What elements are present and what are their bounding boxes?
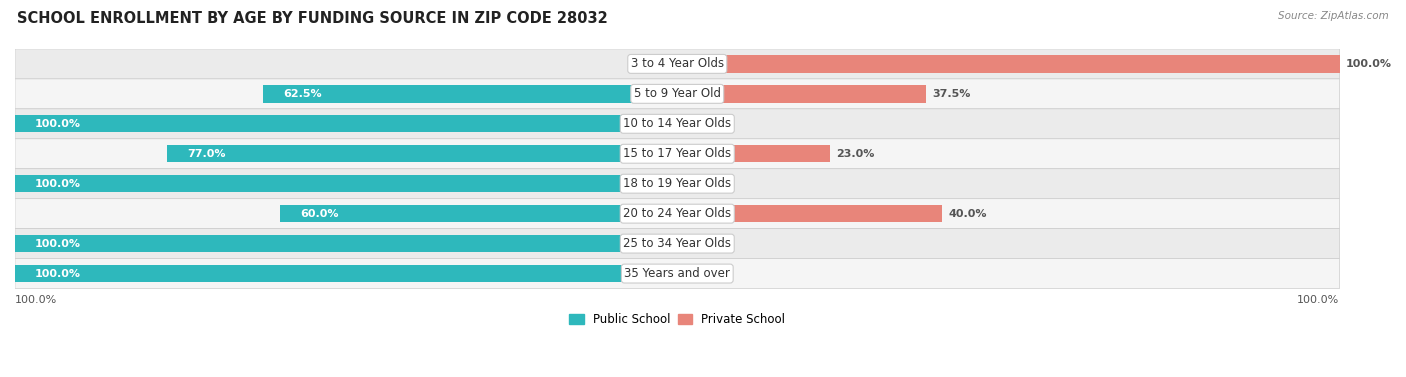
Bar <box>167 145 678 162</box>
Text: Source: ZipAtlas.com: Source: ZipAtlas.com <box>1278 11 1389 21</box>
FancyBboxPatch shape <box>15 259 1340 288</box>
Text: 0.0%: 0.0% <box>690 239 721 248</box>
Text: 20 to 24 Year Olds: 20 to 24 Year Olds <box>623 207 731 220</box>
Text: 0.0%: 0.0% <box>690 119 721 129</box>
Text: 60.0%: 60.0% <box>299 208 339 219</box>
Text: 0.0%: 0.0% <box>690 268 721 279</box>
Text: 100.0%: 100.0% <box>35 239 82 248</box>
Text: 100.0%: 100.0% <box>1298 294 1340 305</box>
Text: 40.0%: 40.0% <box>949 208 987 219</box>
Text: SCHOOL ENROLLMENT BY AGE BY FUNDING SOURCE IN ZIP CODE 28032: SCHOOL ENROLLMENT BY AGE BY FUNDING SOUR… <box>17 11 607 26</box>
Text: 3 to 4 Year Olds: 3 to 4 Year Olds <box>631 57 724 70</box>
FancyBboxPatch shape <box>15 109 1340 139</box>
Text: 18 to 19 Year Olds: 18 to 19 Year Olds <box>623 177 731 190</box>
Text: 10 to 14 Year Olds: 10 to 14 Year Olds <box>623 117 731 130</box>
Bar <box>678 85 925 103</box>
Bar <box>15 115 678 132</box>
Text: 100.0%: 100.0% <box>15 294 58 305</box>
Text: 0.0%: 0.0% <box>690 179 721 189</box>
Bar <box>15 265 678 282</box>
Text: 35 Years and over: 35 Years and over <box>624 267 730 280</box>
Text: 100.0%: 100.0% <box>1346 59 1392 69</box>
Text: 23.0%: 23.0% <box>837 149 875 159</box>
Bar <box>15 235 678 252</box>
Text: 100.0%: 100.0% <box>35 268 82 279</box>
FancyBboxPatch shape <box>15 139 1340 169</box>
Bar <box>263 85 678 103</box>
Text: 100.0%: 100.0% <box>35 179 82 189</box>
Text: 37.5%: 37.5% <box>932 89 970 99</box>
Bar <box>678 55 1340 73</box>
FancyBboxPatch shape <box>15 228 1340 259</box>
Text: 77.0%: 77.0% <box>187 149 226 159</box>
Bar <box>15 175 678 192</box>
Text: 100.0%: 100.0% <box>35 119 82 129</box>
Text: 5 to 9 Year Old: 5 to 9 Year Old <box>634 87 721 100</box>
Bar <box>678 145 830 162</box>
FancyBboxPatch shape <box>15 199 1340 228</box>
FancyBboxPatch shape <box>15 169 1340 199</box>
Text: 25 to 34 Year Olds: 25 to 34 Year Olds <box>623 237 731 250</box>
Text: 0.0%: 0.0% <box>634 59 664 69</box>
Text: 62.5%: 62.5% <box>283 89 322 99</box>
FancyBboxPatch shape <box>15 79 1340 109</box>
Legend: Public School, Private School: Public School, Private School <box>565 309 790 331</box>
FancyBboxPatch shape <box>15 49 1340 79</box>
Text: 15 to 17 Year Olds: 15 to 17 Year Olds <box>623 147 731 160</box>
Bar <box>280 205 678 222</box>
Bar <box>678 205 942 222</box>
